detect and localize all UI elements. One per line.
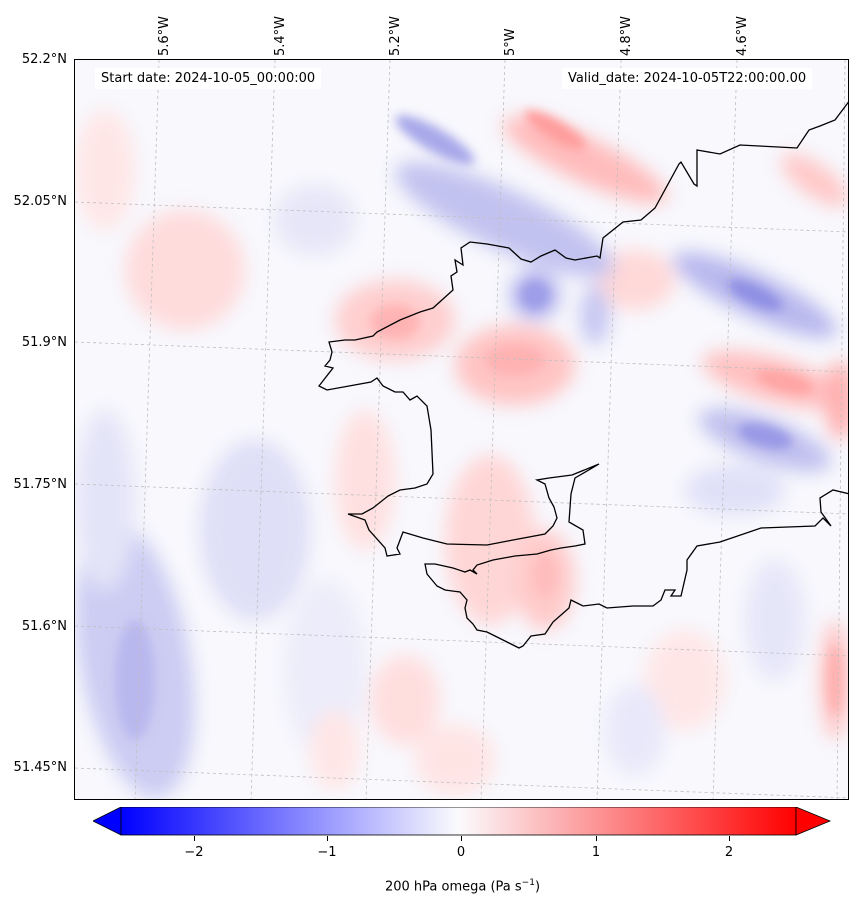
valid-date-label: Valid_date: 2024-10-05T22:00:00.00 bbox=[562, 68, 813, 89]
lon-label-5-6: 5.6°W bbox=[157, 15, 172, 56]
colorbar-tick-mark bbox=[729, 836, 730, 841]
colorbar-tick-mark bbox=[596, 836, 597, 841]
colorbar-max-extend bbox=[795, 807, 832, 836]
lat-label-52-05: 52.05°N bbox=[13, 194, 67, 209]
omega-field-cores bbox=[115, 110, 843, 740]
colorbar-tick-label: 0 bbox=[456, 845, 466, 860]
colorbar bbox=[93, 807, 832, 836]
lat-label-52-2: 52.2°N bbox=[21, 52, 67, 67]
lon-label-5-2: 5.2°W bbox=[388, 15, 403, 56]
lon-label-4-6: 4.6°W bbox=[735, 15, 750, 56]
colorbar-gradient bbox=[120, 807, 797, 836]
colorbar-label-close: ) bbox=[534, 879, 541, 895]
omega-field-blobs bbox=[75, 110, 848, 799]
lat-label-51-45: 51.45°N bbox=[13, 760, 67, 775]
lon-label-4-8: 4.8°W bbox=[619, 15, 634, 56]
colorbar-tick-mark bbox=[194, 836, 195, 841]
omega-field-map bbox=[75, 60, 848, 799]
lat-label-51-6: 51.6°N bbox=[21, 619, 67, 634]
colorbar-tick-mark bbox=[461, 836, 462, 841]
colorbar-tick-label: −1 bbox=[317, 845, 337, 860]
colorbar-label-exponent: −1 bbox=[521, 878, 535, 888]
lon-label-5: 5°W bbox=[503, 28, 518, 56]
start-date-label: Start date: 2024-10-05_00:00:00 bbox=[95, 68, 322, 89]
colorbar-tick-label: −2 bbox=[184, 845, 204, 860]
colorbar-tick-label: 2 bbox=[724, 845, 734, 860]
colorbar-label-main: 200 hPa omega (Pa s bbox=[384, 879, 522, 895]
colorbar-tick-label: 1 bbox=[591, 845, 601, 860]
lon-label-5-4: 5.4°W bbox=[273, 15, 288, 56]
lat-label-51-75: 51.75°N bbox=[13, 477, 67, 492]
colorbar-label: 200 hPa omega (Pa s−1) bbox=[0, 878, 859, 894]
coastline bbox=[318, 101, 848, 649]
lat-label-51-9: 51.9°N bbox=[21, 335, 67, 350]
map-panel[interactable] bbox=[74, 59, 849, 800]
colorbar-tick-mark bbox=[327, 836, 328, 841]
colorbar-min-extend bbox=[93, 807, 122, 836]
